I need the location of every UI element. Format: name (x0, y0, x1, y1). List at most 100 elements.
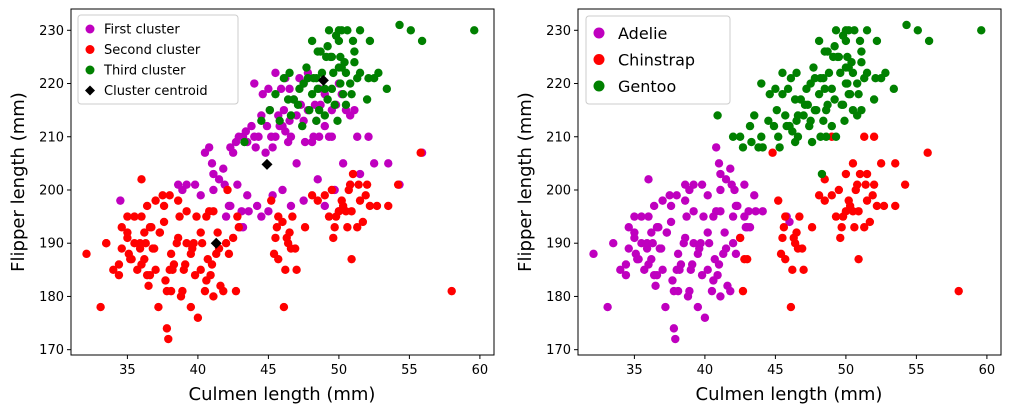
data-point (630, 228, 639, 237)
species-scatter-chart: 35 40 45 50 55 60 170 180 190 200 210 220 230 Culme… (515, 8, 1002, 405)
data-point (830, 42, 839, 51)
y-tick-label: 180 (546, 290, 571, 305)
data-point (109, 265, 118, 275)
data-point (652, 270, 662, 280)
data-point (142, 201, 152, 211)
data-point (307, 89, 317, 99)
data-point (264, 207, 273, 216)
data-point (649, 201, 659, 211)
data-point (662, 228, 672, 237)
y-tick-label: 230 (39, 24, 64, 39)
data-point (209, 185, 218, 195)
data-point (231, 286, 241, 296)
data-point (117, 244, 126, 253)
data-point (274, 254, 283, 264)
data-point (814, 191, 824, 200)
data-point (278, 217, 287, 227)
legend-marker-adelie (593, 27, 605, 39)
data-point (872, 201, 882, 211)
data-point (137, 212, 146, 221)
data-point (158, 191, 167, 200)
data-point (809, 63, 818, 72)
data-point (155, 228, 165, 237)
data-point (275, 116, 284, 125)
y-axis-ticks: 170 180 190 200 210 220 230 (39, 24, 71, 358)
data-point (861, 180, 870, 189)
data-point (647, 254, 656, 264)
data-point (258, 89, 267, 99)
y-tick-label: 170 (39, 343, 64, 358)
data-point (117, 223, 126, 232)
data-point (293, 100, 303, 110)
legend-label-chinstrap: Chinstrap (618, 50, 695, 69)
data-point (709, 212, 718, 221)
data-point (374, 68, 383, 78)
data-point (240, 137, 249, 147)
legend: Adelie Chinstrap Gentoo (585, 15, 731, 105)
data-point (750, 111, 759, 120)
data-point (923, 148, 932, 157)
data-point (652, 223, 662, 232)
data-point (141, 239, 150, 248)
data-point (743, 254, 752, 264)
data-point (603, 302, 612, 312)
data-point (219, 164, 228, 173)
data-point (891, 159, 900, 168)
data-point (823, 100, 832, 110)
data-point (159, 201, 169, 211)
data-point (159, 217, 169, 227)
legend-marker-first-cluster (85, 24, 95, 34)
data-point (313, 196, 322, 205)
data-point (703, 265, 712, 275)
data-point (644, 212, 653, 221)
data-point (247, 121, 256, 131)
data-point (228, 233, 238, 243)
data-point (812, 105, 821, 115)
data-point (244, 207, 253, 216)
data-point (384, 201, 393, 211)
data-point (697, 270, 707, 280)
data-point (226, 201, 235, 211)
data-point (716, 292, 725, 301)
data-point (774, 132, 783, 141)
data-point (647, 228, 656, 237)
data-point (758, 143, 767, 152)
data-point (354, 180, 363, 189)
data-point (716, 207, 725, 216)
data-point (786, 302, 796, 312)
data-point (144, 281, 153, 290)
x-tick-label: 55 (401, 363, 418, 378)
data-point (140, 228, 149, 237)
data-point (778, 68, 787, 78)
x-tick-label: 60 (979, 363, 996, 378)
data-point (362, 180, 372, 189)
data-point (213, 228, 222, 237)
data-point (673, 286, 683, 296)
data-point (338, 159, 348, 168)
data-point (693, 249, 703, 259)
data-point (145, 270, 155, 280)
y-tick-label: 170 (546, 343, 571, 358)
data-point (299, 196, 308, 205)
data-point (836, 233, 845, 243)
data-point (862, 169, 872, 179)
data-point (327, 185, 337, 195)
data-point (862, 68, 872, 78)
data-point (345, 79, 355, 88)
data-point (740, 180, 749, 189)
data-point (850, 223, 859, 232)
data-point (831, 212, 841, 221)
legend-label-adelie: Adelie (618, 24, 667, 43)
data-point (771, 84, 780, 94)
data-point (261, 148, 270, 157)
data-point (889, 84, 899, 94)
data-point (286, 111, 296, 120)
data-point (203, 254, 212, 264)
data-point (130, 212, 139, 221)
data-point (241, 127, 251, 136)
data-point (860, 132, 869, 141)
data-point (819, 116, 828, 125)
data-point (728, 212, 738, 221)
data-point (865, 217, 875, 227)
data-point (781, 212, 790, 221)
